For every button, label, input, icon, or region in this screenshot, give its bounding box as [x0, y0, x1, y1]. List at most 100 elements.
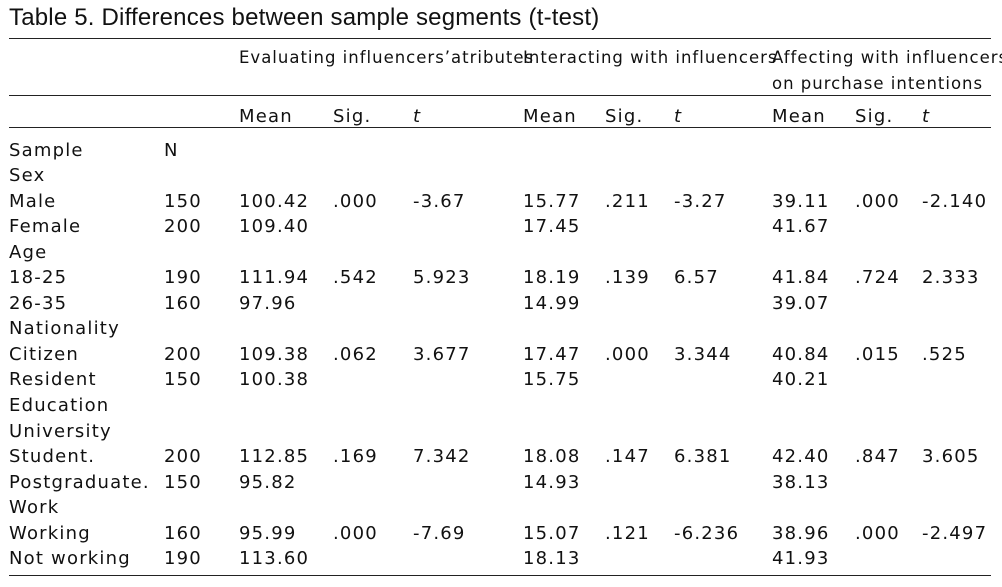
row-label: 18-25 — [9, 267, 68, 288]
cell-t-3: .525 — [922, 344, 967, 365]
subheader-t-2: t — [674, 106, 683, 127]
subheader-mean-2: Mean — [523, 106, 577, 127]
bottom-rule — [9, 575, 991, 576]
cell-t-1: 3.677 — [413, 344, 471, 365]
row-label: Student. — [9, 446, 96, 467]
cell-mean-1: 111.94 — [239, 267, 310, 288]
cell-mean-2: 14.99 — [523, 293, 581, 314]
subheader-t-1: t — [413, 106, 422, 127]
cell-t-1: -3.67 — [413, 191, 466, 212]
cell-mean-3: 42.40 — [772, 446, 830, 467]
cell-mean-1: 95.99 — [239, 523, 297, 544]
subheader-sig-2: Sig. — [605, 106, 644, 127]
cell-mean-1: 97.96 — [239, 293, 297, 314]
row-label: Nationality — [9, 318, 120, 339]
header-rule — [9, 95, 991, 96]
subheader-mean-3: Mean — [772, 106, 826, 127]
cell-t-2: -6.236 — [674, 523, 740, 544]
cell-mean-1: 112.85 — [239, 446, 310, 467]
row-label: 26-35 — [9, 293, 68, 314]
row-label: University — [9, 421, 112, 442]
cell-mean-1: 109.38 — [239, 344, 310, 365]
cell-sig-2: .121 — [605, 523, 650, 544]
cell-t-2: -3.27 — [674, 191, 727, 212]
row-n: 190 — [164, 548, 202, 569]
cell-sig-2: .000 — [605, 344, 650, 365]
cell-mean-1: 100.42 — [239, 191, 310, 212]
row-label: Female — [9, 216, 82, 237]
cell-sig-3: .724 — [855, 267, 900, 288]
row-n: 200 — [164, 344, 202, 365]
cell-mean-2: 17.47 — [523, 344, 581, 365]
cell-sig-1: .169 — [333, 446, 378, 467]
table-title: Table 5. Differences between sample segm… — [9, 4, 600, 31]
cell-mean-3: 39.11 — [772, 191, 830, 212]
cell-mean-2: 15.07 — [523, 523, 581, 544]
group-header-affecting-line2: on purchase intentions — [772, 74, 984, 93]
cell-sig-2: .139 — [605, 267, 650, 288]
row-label: Work — [9, 497, 60, 518]
cell-t-3: -2.140 — [922, 191, 988, 212]
cell-mean-2: 15.77 — [523, 191, 581, 212]
row-label: Citizen — [9, 344, 79, 365]
cell-mean-3: 40.21 — [772, 369, 830, 390]
cell-mean-3: 41.67 — [772, 216, 830, 237]
cell-sig-2: .147 — [605, 446, 650, 467]
row-n: 150 — [164, 369, 202, 390]
cell-t-2: 6.381 — [674, 446, 732, 467]
cell-mean-2: 15.75 — [523, 369, 581, 390]
cell-mean-3: 40.84 — [772, 344, 830, 365]
cell-mean-2: 14.93 — [523, 472, 581, 493]
row-label: Not working — [9, 548, 131, 569]
row-label: Postgraduate. — [9, 472, 150, 493]
row-n: 190 — [164, 267, 202, 288]
row-n: 150 — [164, 472, 202, 493]
cell-mean-1: 100.38 — [239, 369, 310, 390]
cell-mean-2: 18.08 — [523, 446, 581, 467]
row-n: 160 — [164, 293, 202, 314]
column-label-n: N — [164, 140, 179, 161]
cell-t-1: -7.69 — [413, 523, 466, 544]
cell-sig-3: .847 — [855, 446, 900, 467]
cell-sig-1: .000 — [333, 523, 378, 544]
subheader-sig-1: Sig. — [333, 106, 372, 127]
cell-mean-3: 39.07 — [772, 293, 830, 314]
subheader-sig-3: Sig. — [855, 106, 894, 127]
row-label: Sex — [9, 165, 46, 186]
cell-sig-3: .015 — [855, 344, 900, 365]
cell-mean-1: 95.82 — [239, 472, 297, 493]
row-label: Male — [9, 191, 57, 212]
cell-t-3: 2.333 — [922, 267, 980, 288]
cell-mean-3: 41.84 — [772, 267, 830, 288]
row-n: 200 — [164, 446, 202, 467]
subheader-t-3: t — [922, 106, 931, 127]
row-label: Education — [9, 395, 110, 416]
cell-t-1: 5.923 — [413, 267, 471, 288]
row-n: 150 — [164, 191, 202, 212]
row-label: Age — [9, 242, 48, 263]
group-header-evaluating: Evaluating influencers’atributes — [239, 48, 535, 67]
cell-mean-2: 18.13 — [523, 548, 581, 569]
cell-mean-1: 109.40 — [239, 216, 310, 237]
group-header-affecting: Affecting with influencers — [772, 48, 1002, 67]
row-label: Resident — [9, 369, 97, 390]
cell-t-2: 6.57 — [674, 267, 719, 288]
subheader-rule — [9, 127, 991, 128]
top-rule — [9, 38, 991, 39]
row-label: Working — [9, 523, 91, 544]
cell-t-3: -2.497 — [922, 523, 988, 544]
column-label-sample: Sample — [9, 140, 84, 161]
cell-sig-2: .211 — [605, 191, 650, 212]
cell-sig-3: .000 — [855, 523, 900, 544]
group-header-interacting: Interacting with influencers — [523, 48, 778, 67]
cell-t-1: 7.342 — [413, 446, 471, 467]
cell-mean-3: 38.13 — [772, 472, 830, 493]
cell-sig-1: .062 — [333, 344, 378, 365]
cell-sig-1: .542 — [333, 267, 378, 288]
cell-mean-1: 113.60 — [239, 548, 310, 569]
cell-t-3: 3.605 — [922, 446, 980, 467]
row-n: 160 — [164, 523, 202, 544]
cell-mean-2: 18.19 — [523, 267, 581, 288]
cell-mean-3: 41.93 — [772, 548, 830, 569]
cell-mean-3: 38.96 — [772, 523, 830, 544]
